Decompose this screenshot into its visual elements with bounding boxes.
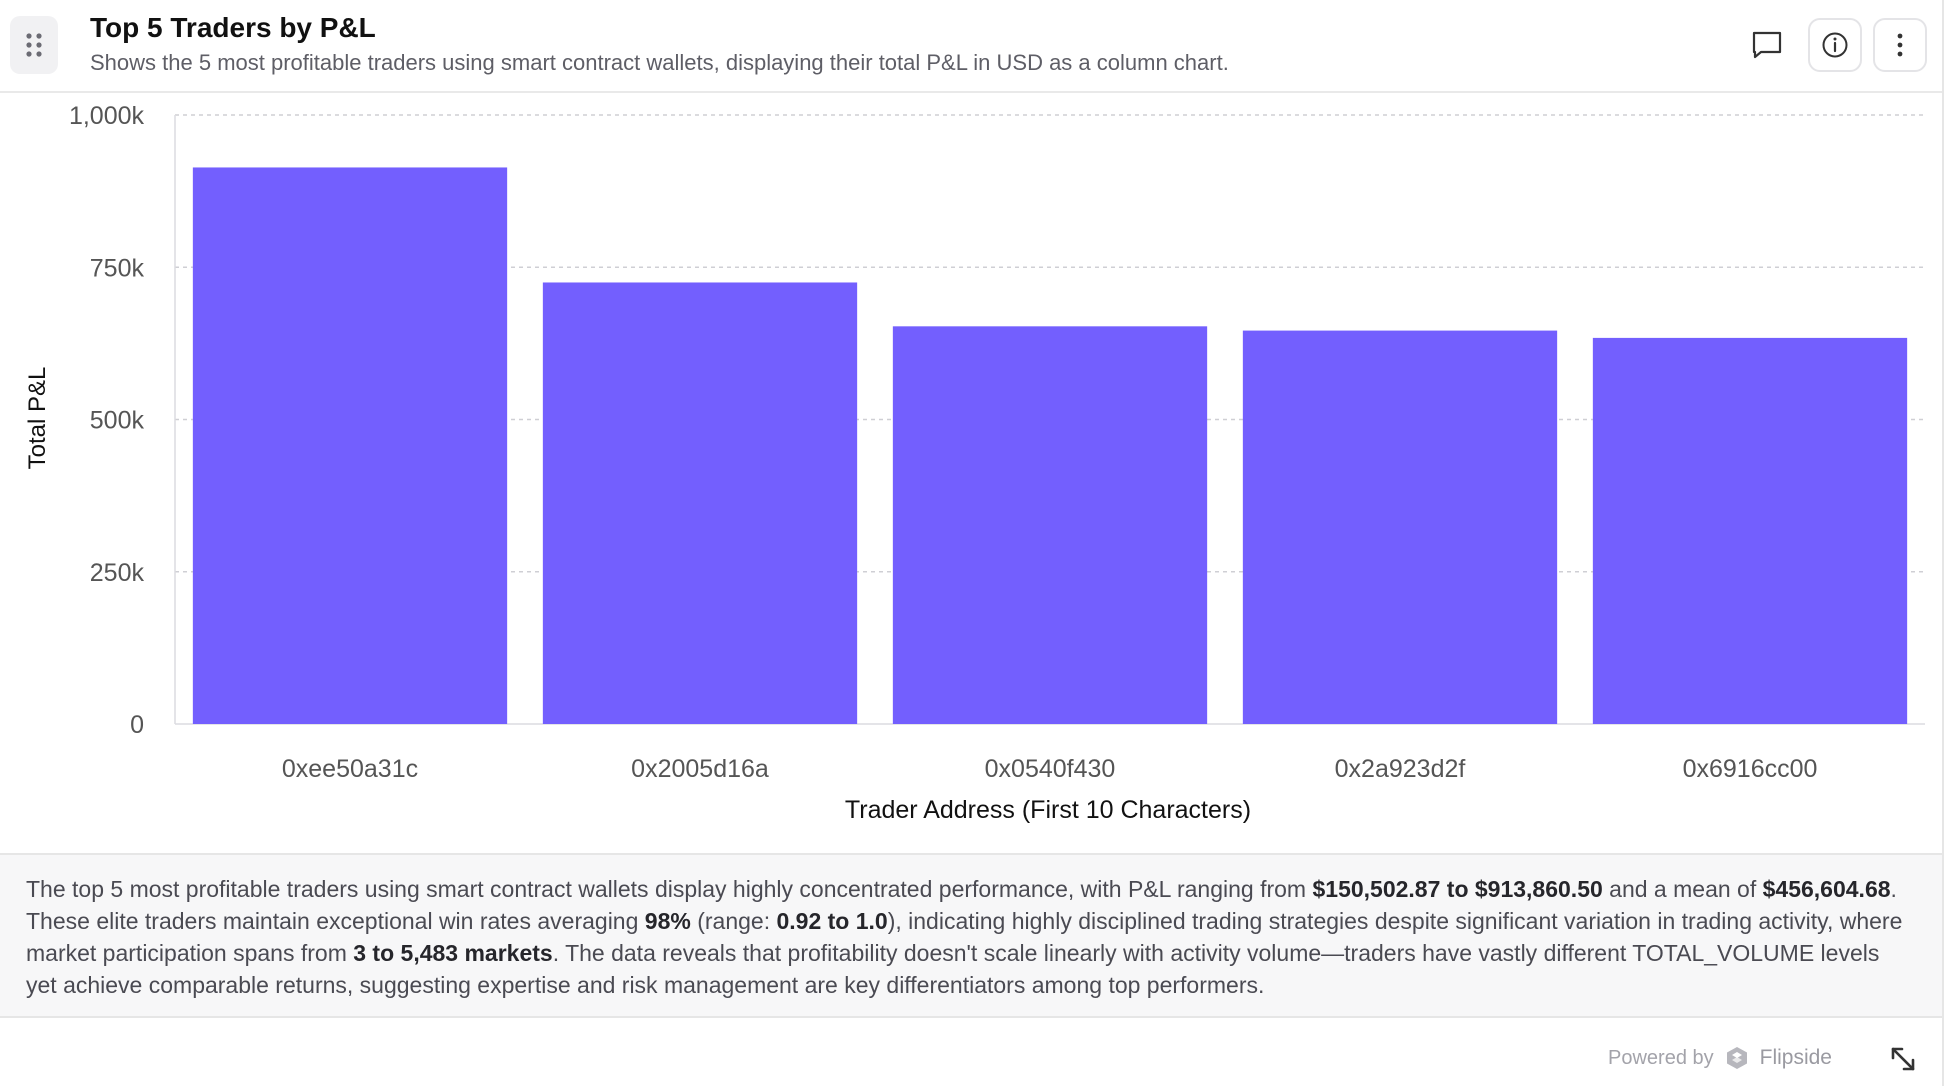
y-tick-label: 750k bbox=[90, 254, 145, 282]
drag-handle[interactable] bbox=[10, 16, 58, 74]
powered-by[interactable]: Powered by Flipside bbox=[1608, 1046, 1832, 1070]
insight-text-part: . These elite traders maintain exception… bbox=[26, 876, 1897, 934]
x-tick-label: 0xee50a31c bbox=[282, 755, 418, 783]
card-footer: Powered by Flipside bbox=[0, 1018, 1942, 1086]
chart-area: 0 250k 500k 750k 1,000k 0xee50a31c 0x2005d16a… bbox=[0, 93, 1942, 853]
y-tick-label: 0 bbox=[130, 711, 144, 739]
insight-highlight-pnl-range: $150,502.87 to $913,860.50 bbox=[1312, 876, 1603, 902]
expand-icon[interactable] bbox=[1888, 1044, 1918, 1074]
bar-0x2a923d2f[interactable] bbox=[1242, 330, 1558, 724]
insight-highlight-markets: 3 to 5,483 markets bbox=[353, 940, 553, 966]
insight-text-part: . The data reveals that profitability do… bbox=[26, 940, 1880, 998]
insight-highlight-mean: $456,604.68 bbox=[1762, 876, 1891, 902]
bar-0x0540f430[interactable] bbox=[892, 326, 1208, 724]
flipside-logo-icon bbox=[1726, 1047, 1747, 1069]
chart-subtitle: Shows the 5 most profitable traders usin… bbox=[90, 50, 1229, 75]
bar-0x2005d16a[interactable] bbox=[542, 282, 858, 724]
bar-0xee50a31c[interactable] bbox=[192, 167, 508, 724]
insight-text-part: The top 5 most profitable traders using … bbox=[26, 876, 1313, 902]
bar-0x6916cc00[interactable] bbox=[1592, 337, 1908, 724]
chart-title: Top 5 Traders by P&L bbox=[90, 12, 376, 43]
insight-text-part: ), indicating highly disciplined trading… bbox=[26, 908, 1903, 966]
comment-button[interactable] bbox=[1740, 18, 1794, 72]
y-tick-label: 500k bbox=[90, 407, 145, 435]
flipside-brand: Flipside bbox=[1759, 1046, 1832, 1069]
y-axis-label: Total P&L bbox=[24, 367, 51, 470]
more-vertical-icon bbox=[1897, 33, 1903, 57]
powered-by-label: Powered by bbox=[1608, 1046, 1714, 1069]
more-options-button[interactable] bbox=[1873, 18, 1927, 72]
y-tick-label: 250k bbox=[90, 559, 145, 587]
x-axis-label: Trader Address (First 10 Characters) bbox=[845, 796, 1251, 824]
x-tick-label: 0x2005d16a bbox=[631, 755, 769, 783]
card-header: Top 5 Traders by P&L Shows the 5 most pr… bbox=[0, 0, 1942, 93]
x-tick-label: 0x0540f430 bbox=[985, 755, 1116, 783]
drag-handle-icon bbox=[26, 33, 42, 57]
y-tick-label: 1,000k bbox=[69, 102, 145, 130]
x-tick-label: 0x2a923d2f bbox=[1335, 755, 1466, 783]
info-button[interactable] bbox=[1808, 18, 1862, 72]
insight-text-part: and a mean of bbox=[1602, 876, 1763, 902]
info-icon bbox=[1822, 32, 1848, 58]
insight-text: The top 5 most profitable traders using … bbox=[0, 853, 1942, 1018]
comment-icon bbox=[1752, 31, 1782, 59]
insight-text-part: (range: bbox=[690, 908, 777, 934]
insight-highlight-win-rate: 98% bbox=[644, 908, 691, 934]
insight-highlight-win-range: 0.92 to 1.0 bbox=[776, 908, 888, 934]
x-tick-label: 0x6916cc00 bbox=[1683, 755, 1818, 783]
bar-chart: 0 250k 500k 750k 1,000k 0xee50a31c 0x2005d16a… bbox=[24, 102, 1925, 824]
